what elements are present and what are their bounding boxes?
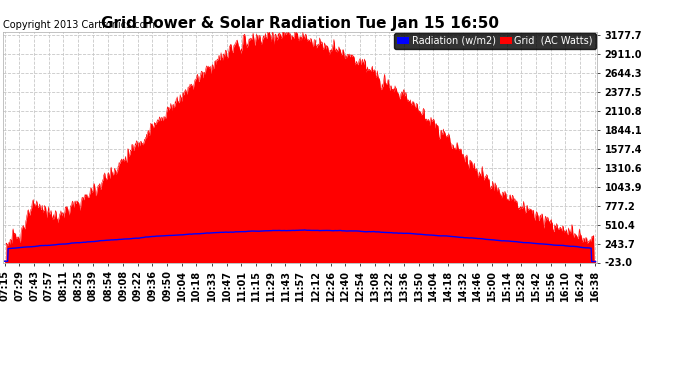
Title: Grid Power & Solar Radiation Tue Jan 15 16:50: Grid Power & Solar Radiation Tue Jan 15 … (101, 16, 499, 31)
Legend: Radiation (w/m2), Grid  (AC Watts): Radiation (w/m2), Grid (AC Watts) (395, 33, 596, 49)
Text: Copyright 2013 Cartronics.com: Copyright 2013 Cartronics.com (3, 20, 155, 30)
